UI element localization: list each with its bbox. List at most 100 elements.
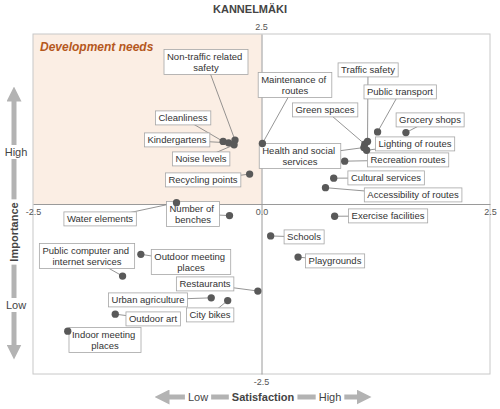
point: [402, 129, 409, 136]
point-label: Water elements: [64, 212, 136, 226]
annotation: Development needs: [40, 40, 154, 54]
x-end-label-group: Low: [185, 390, 211, 404]
point-label-text: Schools: [287, 231, 321, 242]
point-label: Outdoor meeting places: [151, 249, 230, 274]
point: [254, 287, 261, 294]
point-label-text: Grocery shops: [399, 114, 461, 125]
y-end-label-background: [3, 298, 29, 312]
point: [173, 199, 180, 206]
y-axis-title: Importance: [8, 202, 20, 261]
point: [246, 170, 253, 177]
x-tick: 2.5: [484, 204, 497, 217]
point-label: Urban agriculture: [109, 293, 188, 307]
label-line: Cultural services: [351, 172, 421, 183]
x-end-label-background: [185, 390, 211, 404]
label-line: Lighting of routes: [379, 138, 452, 149]
label-box: [109, 293, 188, 307]
point: [137, 251, 144, 258]
point-label-text: City bikes: [189, 309, 230, 320]
x-axis-title: Satisfaction: [232, 391, 295, 403]
label-box: [306, 254, 365, 268]
point: [226, 212, 233, 219]
point-label: Exercise facilities: [349, 209, 428, 223]
point-label-text: Green spaces: [295, 104, 354, 115]
point: [208, 294, 215, 301]
label-box: [259, 143, 341, 168]
label-box: [165, 173, 240, 187]
x-axis-title-group: Satisfaction: [229, 390, 298, 404]
point-label-text: Exercise facilities: [352, 210, 425, 221]
point: [267, 232, 274, 239]
point: [330, 175, 337, 182]
label-line: Recreation routes: [371, 154, 446, 165]
point-label: Grocery shops: [396, 113, 464, 127]
point-label-text: Outdoor meeting places: [154, 251, 227, 273]
x-end-label: Low: [188, 391, 208, 403]
point-label: Schools: [284, 230, 324, 244]
label-box: [368, 153, 449, 167]
label-line: safety: [193, 62, 219, 73]
label-box: [338, 63, 398, 77]
label-box: [39, 243, 134, 268]
label-box: [186, 308, 233, 322]
point: [64, 328, 71, 335]
y-tick: -2.5: [254, 375, 270, 387]
point-label-text: Kindergartens: [147, 134, 206, 145]
label-line: Urban agriculture: [112, 294, 185, 305]
point: [341, 158, 348, 165]
label-box: [349, 209, 428, 223]
point-label: Accessibility of routes: [364, 188, 462, 202]
label-line: Public transport: [367, 86, 433, 97]
x-end-label-group: High: [316, 390, 345, 404]
label-box: [364, 85, 436, 99]
title: KANNELMÄKI: [213, 3, 287, 15]
point-label-text: Traffic safety: [341, 64, 395, 75]
x-tick-label: -2.5: [26, 207, 42, 217]
point-label: Recreation routes: [368, 153, 449, 167]
y-tick-label: -2.5: [254, 377, 270, 387]
label-box: [69, 327, 141, 352]
y-end-label-group: High: [2, 145, 31, 159]
y-tick: 2.5: [255, 22, 268, 35]
label-line: Outdoor art: [129, 313, 177, 324]
label-line: Playgrounds: [309, 255, 362, 266]
label-box: [348, 171, 424, 185]
point-label: Traffic safety: [338, 63, 398, 77]
point-label: Green spaces: [292, 103, 357, 117]
point-label-text: Accessibility of routes: [367, 189, 459, 200]
label-line: Schools: [287, 231, 321, 242]
point-label-text: Non-traffic related safety: [167, 51, 245, 73]
point: [363, 147, 370, 154]
point-label-text: Maintenance of routes: [261, 74, 329, 96]
points: [64, 128, 409, 335]
point-label-text: Public transport: [367, 86, 433, 97]
point: [294, 253, 301, 260]
label-line: internet services: [52, 256, 121, 267]
label-line: places: [91, 340, 119, 351]
point-label-text: Health and social services: [262, 145, 338, 167]
point-label-text: Outdoor art: [129, 313, 177, 324]
point-label-text: Public computer and internet services: [42, 245, 131, 267]
label-line: Cleanliness: [158, 112, 207, 123]
point-label-text: Recreation routes: [371, 154, 446, 165]
y-end-label-group: Low: [3, 298, 29, 312]
point-label: Recycling points: [165, 173, 240, 187]
point-label: Health and social services: [259, 143, 341, 168]
point-label-text: Lighting of routes: [379, 138, 452, 149]
label-line: Indoor meeting: [72, 329, 138, 340]
point-label-text: Recycling points: [168, 174, 237, 185]
point-label: Indoor meeting places: [69, 327, 141, 352]
point-label: City bikes: [186, 308, 233, 322]
label-line: Accessibility of routes: [367, 189, 459, 200]
label-line: services: [283, 156, 318, 167]
y-axis-title-group: Importance: [7, 199, 21, 264]
label-box: [258, 72, 332, 97]
label-line: Restaurants: [179, 278, 230, 289]
label-line: Public computer and: [42, 245, 131, 256]
point: [119, 272, 126, 279]
point-label: Outdoor art: [126, 312, 180, 326]
point: [112, 311, 119, 318]
label-line: Noise levels: [175, 153, 226, 164]
y-tick-label: 2.5: [255, 22, 268, 32]
label-box: [396, 113, 464, 127]
